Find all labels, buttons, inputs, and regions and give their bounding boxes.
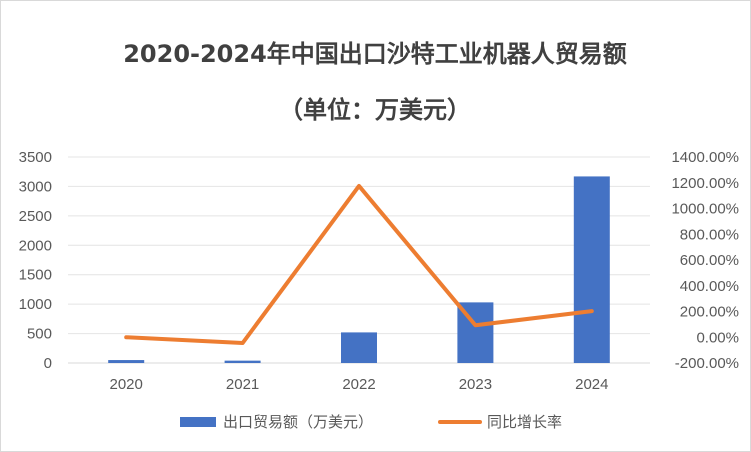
right-axis-tick-label: 200.00% [680, 304, 739, 321]
legend-bar-label: 出口贸易额（万美元） [223, 413, 373, 431]
right-axis-tick-label: 1200.00% [671, 175, 739, 192]
left-axis-tick-label: 1000 [19, 296, 52, 313]
left-axis-tick-label: 2500 [19, 208, 52, 225]
right-axis-tick-label: 1400.00% [671, 149, 739, 166]
x-axis-tick-label: 2022 [342, 376, 375, 393]
x-axis-tick-label: 2023 [459, 376, 492, 393]
right-axis-ticks: -200.00% 0.00% 200.00% 400.00% 600.00% 800.00… [671, 149, 739, 372]
left-axis-tick-label: 500 [27, 326, 52, 343]
left-axis-tick-label: 3000 [19, 178, 52, 195]
x-axis-tick-label: 2024 [575, 376, 608, 393]
right-axis-tick-label: 600.00% [680, 252, 739, 269]
right-axis-tick-label: 1000.00% [671, 201, 739, 218]
right-axis-tick-label: 800.00% [680, 226, 739, 243]
growth-line [124, 183, 594, 346]
bar [108, 360, 145, 363]
right-axis-tick-label: 400.00% [680, 278, 739, 295]
right-axis-tick-label: 0.00% [696, 329, 739, 346]
left-axis-tick-label: 2000 [19, 237, 52, 254]
x-axis-ticks: 2020 2021 2022 2023 2024 [110, 376, 609, 393]
bar [341, 332, 377, 363]
chart-subtitle: （单位：万美元） [279, 96, 471, 124]
x-axis-tick-label: 2021 [226, 376, 259, 393]
right-axis-tick-label: -200.00% [675, 355, 739, 372]
line-series [124, 183, 594, 346]
gridlines [68, 156, 650, 364]
chart-title: 2020-2024年中国出口沙特工业机器人贸易额 [123, 40, 627, 68]
bar-series [108, 176, 610, 363]
left-axis-ticks: 0 500 1000 1500 2000 2500 3000 3500 [19, 149, 52, 372]
x-axis-tick-label: 2020 [110, 376, 143, 393]
bar [573, 176, 610, 363]
left-axis-tick-label: 1500 [19, 267, 52, 284]
legend: 出口贸易额（万美元） 同比增长率 [180, 413, 562, 431]
left-axis-tick-label: 0 [44, 355, 52, 372]
legend-line-label: 同比增长率 [487, 413, 562, 431]
bar [224, 360, 261, 363]
left-axis-tick-label: 3500 [19, 149, 52, 166]
legend-bar-swatch [180, 417, 216, 427]
